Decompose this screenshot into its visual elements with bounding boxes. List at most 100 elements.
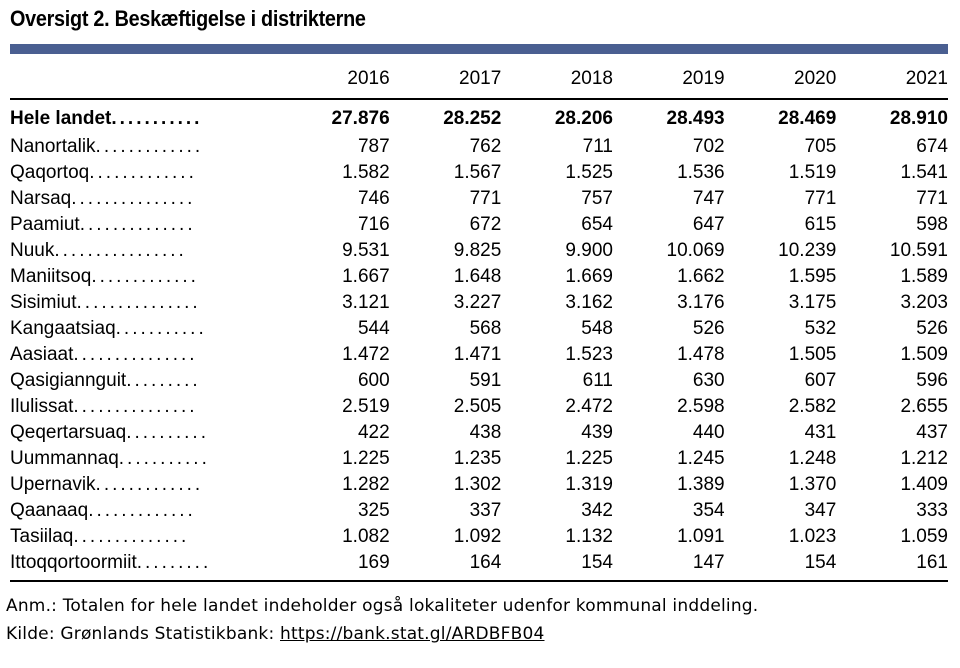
leader-dots: ...........: [111, 108, 203, 129]
value-cell: 787: [357, 136, 390, 157]
value-cell: 747: [692, 188, 725, 209]
leader-dots: ...............: [76, 292, 201, 313]
district-name: Maniitsoq: [10, 266, 92, 287]
table-header: 2016 2017 2018 2019 2020 2021: [10, 60, 948, 99]
year-header: 2016: [347, 68, 390, 89]
value-cell: 3.175: [788, 292, 837, 313]
value-cell: 1.525: [565, 162, 613, 183]
district-name-cell: Qaqortoq.............: [10, 160, 278, 186]
value-cell: 1.370: [788, 474, 837, 495]
leader-dots: .............: [95, 136, 204, 157]
value-cell: 154: [581, 552, 613, 573]
table-row: Nuuk................ 9.531 9.825 9.900 10.06…: [10, 238, 948, 264]
value-cell: 164: [469, 552, 502, 573]
value-cell: 1.059: [900, 526, 948, 547]
value-cell: 1.536: [677, 162, 725, 183]
district-name: Sisimiut: [10, 292, 77, 313]
leader-dots: ...............: [71, 188, 196, 209]
district-name: Upernavik: [10, 474, 96, 495]
district-name: Kangaatsiaq: [10, 318, 116, 339]
value-cell: 771: [469, 188, 502, 209]
district-name-cell: Hele landet...........: [10, 99, 278, 134]
value-cell: 762: [469, 136, 502, 157]
table-row: Qasigiannguit......... 600 591 611 630 607 596: [10, 368, 948, 394]
value-cell: 2.505: [453, 396, 502, 417]
page-title: Oversigt 2. Beskæftigelse i distrikterne: [10, 6, 366, 31]
district-name: Hele landet: [10, 108, 112, 129]
value-cell: 3.203: [900, 292, 948, 313]
table-row: Kangaatsiaq........... 544 568 548 526 532 526: [10, 316, 948, 342]
value-cell: 1.567: [453, 162, 502, 183]
value-cell: 1.472: [342, 344, 390, 365]
value-cell: 3.176: [677, 292, 725, 313]
value-cell: 431: [804, 422, 837, 443]
table-row: Upernavik............. 1.282 1.302 1.319 1.3…: [10, 472, 948, 498]
source-label: Kilde: Grønlands Statistikbank:: [6, 624, 280, 644]
value-cell: 771: [804, 188, 837, 209]
district-name-cell: Nuuk................: [10, 238, 278, 264]
value-cell: 354: [692, 500, 725, 521]
value-cell: 568: [469, 318, 502, 339]
district-name-cell: Qaanaaq.............: [10, 498, 278, 524]
value-cell: 1.478: [677, 344, 725, 365]
value-cell: 337: [469, 500, 502, 521]
district-name-cell: Tasiilaq..............: [10, 524, 278, 550]
leader-dots: .............: [88, 500, 196, 521]
district-name: Qaqortoq: [10, 162, 90, 183]
employment-table: 2016 2017 2018 2019 2020 2021 Hele lande…: [10, 60, 948, 582]
district-name-cell: Nanortalik.............: [10, 134, 278, 160]
district-name-cell: Paamiut..............: [10, 212, 278, 238]
value-cell: 1.541: [900, 162, 948, 183]
leader-dots: ..........: [126, 422, 209, 443]
value-cell: 27.876: [331, 108, 390, 129]
value-cell: 757: [581, 188, 613, 209]
value-cell: 1.667: [342, 266, 390, 287]
leader-dots: ..............: [73, 526, 190, 547]
value-cell: 347: [804, 500, 837, 521]
value-cell: 1.582: [342, 162, 390, 183]
source-line: Kilde: Grønlands Statistikbank: https://…: [6, 620, 758, 648]
value-cell: 591: [469, 370, 502, 391]
value-cell: 746: [357, 188, 390, 209]
year-header: 2018: [570, 68, 613, 89]
value-cell: 630: [692, 370, 725, 391]
value-cell: 1.595: [788, 266, 837, 287]
table-row: Ilulissat............... 2.519 2.505 2.472 2…: [10, 394, 948, 420]
value-cell: 28.252: [443, 108, 502, 129]
table-row: Qaanaaq............. 325 337 342 354 347 333: [10, 498, 948, 524]
value-cell: 1.505: [788, 344, 837, 365]
district-name-cell: Ittoqqortoormiit.........: [10, 550, 278, 581]
value-cell: 147: [692, 552, 725, 573]
value-cell: 548: [581, 318, 613, 339]
district-name: Nuuk: [10, 240, 55, 261]
value-cell: 3.162: [565, 292, 613, 313]
value-cell: 705: [804, 136, 837, 157]
value-cell: 325: [357, 500, 390, 521]
district-name-cell: Qeqertarsuaq..........: [10, 420, 278, 446]
table-row: Qeqertarsuaq.......... 422 438 439 440 431 437: [10, 420, 948, 446]
value-cell: 439: [581, 422, 613, 443]
footnote-text: Anm.: Totalen for hele landet indeholder…: [6, 596, 759, 616]
district-name-cell: Sisimiut...............: [10, 290, 278, 316]
header-row: 2016 2017 2018 2019 2020 2021: [10, 60, 948, 99]
value-cell: 422: [357, 422, 390, 443]
year-header: 2020: [794, 68, 837, 89]
value-cell: 544: [357, 318, 390, 339]
leader-dots: .............: [91, 266, 199, 287]
value-cell: 771: [916, 188, 948, 209]
district-name: Tasiilaq: [10, 526, 74, 547]
table-row: Tasiilaq.............. 1.082 1.092 1.132 1.0…: [10, 524, 948, 550]
value-cell: 716: [357, 214, 390, 235]
value-cell: 1.235: [453, 448, 502, 469]
source-link[interactable]: https://bank.stat.gl/ARDBFB04: [280, 624, 545, 644]
table-row: Narsaq............... 746 771 757 747 771 771: [10, 186, 948, 212]
table-body: Hele landet........... 27.876 28.252 28.206…: [10, 99, 948, 581]
value-cell: 2.582: [788, 396, 837, 417]
table-row: Ittoqqortoormiit......... 169 164 154 147 154…: [10, 550, 948, 581]
value-cell: 1.023: [788, 526, 837, 547]
value-cell: 526: [916, 318, 948, 339]
leader-dots: ..............: [79, 214, 196, 235]
value-cell: 1.471: [453, 344, 502, 365]
value-cell: 647: [692, 214, 725, 235]
value-cell: 615: [804, 214, 837, 235]
